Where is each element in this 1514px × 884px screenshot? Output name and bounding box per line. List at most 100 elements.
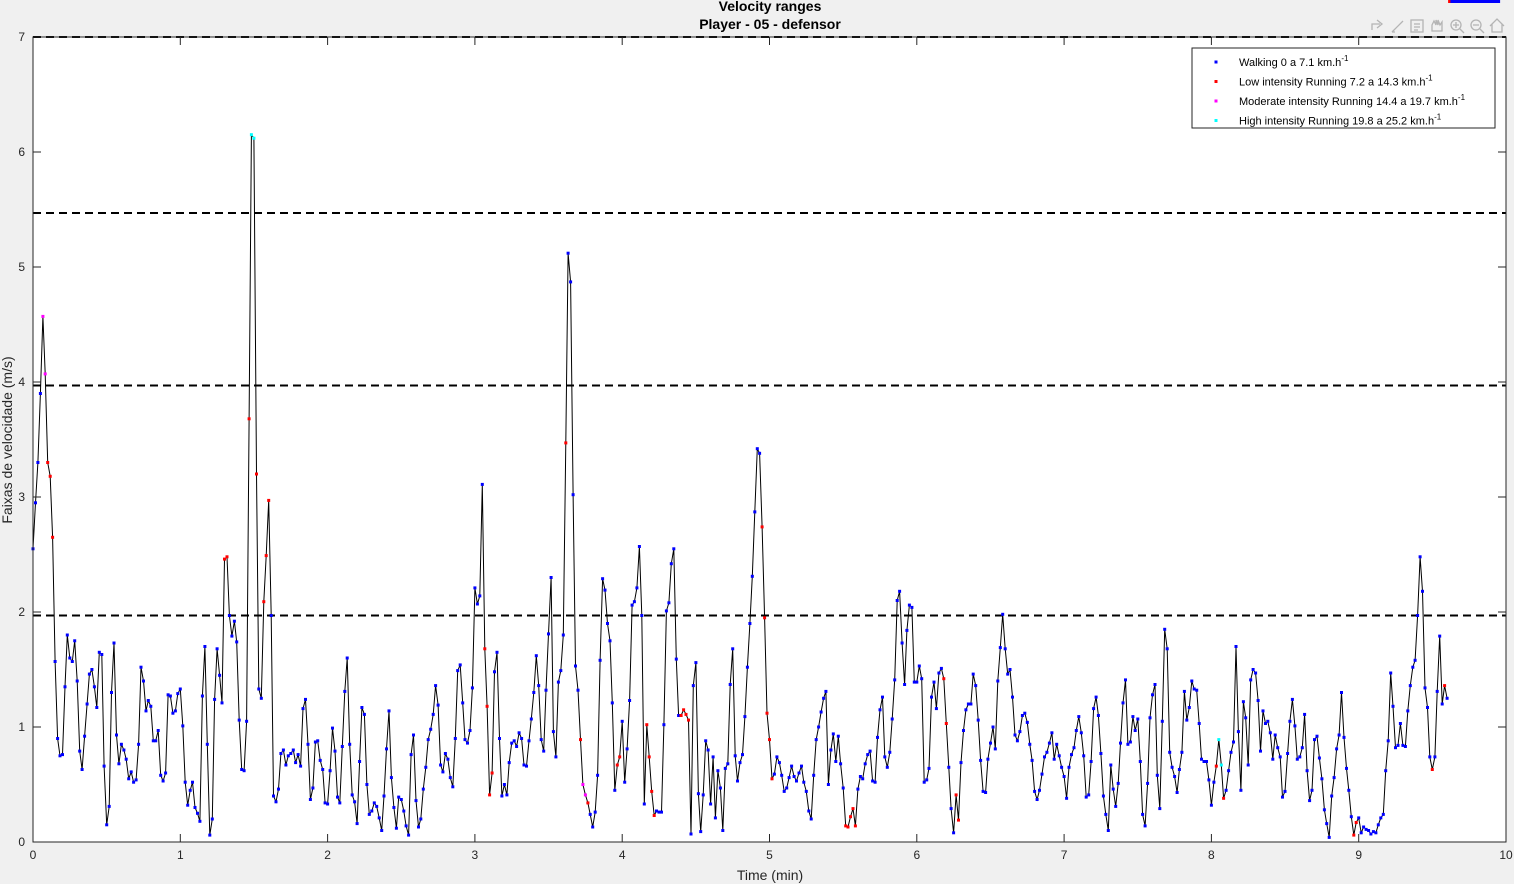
data-point (240, 768, 244, 771)
data-point (451, 785, 455, 789)
data-point (932, 680, 936, 684)
legend-label: Moderate intensity Running 14.4 a 19.7 k… (1239, 93, 1466, 108)
data-point (333, 749, 337, 753)
y-tick-label: 7 (18, 30, 25, 44)
data-point (748, 622, 752, 625)
data-point (1433, 755, 1437, 759)
data-point (1249, 678, 1253, 682)
data-point (1234, 645, 1238, 648)
data-point (603, 588, 607, 592)
data-point (223, 557, 226, 561)
data-point (1426, 706, 1429, 709)
data-point (834, 760, 838, 763)
data-point (431, 712, 435, 716)
legend-label: Low intensity Running 7.2 a 14.3 km.h-1 (1239, 74, 1433, 89)
data-point (709, 802, 713, 806)
data-point (149, 704, 153, 708)
data-point (291, 748, 295, 752)
pan-icon[interactable] (1431, 19, 1443, 32)
data-point (1094, 695, 1098, 699)
data-point (642, 802, 646, 806)
legend-entry-1[interactable]: Low intensity Running 7.2 a 14.3 km.h-1 (1214, 74, 1434, 89)
data-point (252, 136, 256, 140)
data-point (765, 711, 769, 715)
data-point (208, 833, 212, 837)
data-point (198, 819, 202, 823)
data-point (1114, 804, 1118, 808)
data-point (917, 664, 921, 668)
data-point (910, 605, 914, 609)
data-point (488, 793, 492, 797)
data-point (667, 601, 671, 605)
data-point (1070, 753, 1073, 757)
data-point (1028, 742, 1032, 746)
data-point (682, 708, 686, 712)
data-point (380, 829, 384, 832)
data-point (1011, 695, 1014, 699)
data-point (1182, 689, 1186, 693)
legend-entry-2[interactable]: Moderate intensity Running 14.4 a 19.7 k… (1214, 93, 1466, 108)
data-point (156, 729, 160, 732)
legend[interactable]: Walking 0 a 7.1 km.h-1 Low intensity Runn… (1191, 47, 1496, 129)
data-point (637, 545, 641, 548)
data-point (154, 739, 158, 743)
data-point (237, 718, 241, 722)
velocity-markers (31, 0, 1501, 839)
home-icon[interactable] (1489, 18, 1505, 33)
legend-entry-0[interactable]: Walking 0 a 7.1 km.h-1 (1214, 54, 1349, 69)
zoom-in-icon[interactable] (1450, 19, 1465, 34)
data-point (350, 793, 354, 797)
data-point (574, 664, 577, 668)
data-point (1347, 788, 1351, 792)
data-point (790, 764, 794, 768)
legend-entry-3[interactable]: High intensity Running 19.8 a 25.2 km.h-… (1214, 113, 1442, 128)
data-point (866, 753, 870, 757)
data-point (1435, 689, 1439, 693)
data-point (1192, 687, 1196, 691)
data-point (1104, 812, 1108, 816)
data-point (527, 739, 531, 743)
data-point (804, 789, 808, 793)
data-point (1452, 0, 1456, 3)
data-point (372, 801, 376, 805)
data-point (831, 732, 835, 736)
data-point (1126, 742, 1130, 746)
data-point (826, 783, 830, 786)
data-point (1359, 831, 1363, 835)
data-point (1462, 0, 1466, 3)
brush-icon[interactable] (1391, 20, 1404, 33)
data-point (1239, 788, 1243, 792)
data-tips-icon[interactable] (1410, 19, 1424, 33)
y-tick-label: 5 (18, 260, 25, 274)
data-point (338, 801, 342, 805)
data-point (731, 647, 735, 651)
export-icon[interactable] (1371, 19, 1384, 30)
data-point (203, 645, 207, 648)
data-point (1421, 589, 1424, 593)
data-point (900, 641, 904, 645)
data-point (323, 801, 327, 805)
data-point (1246, 763, 1250, 767)
y-tick-label: 1 (18, 720, 25, 734)
data-point (1327, 835, 1331, 839)
data-point (343, 689, 347, 693)
data-point (974, 684, 978, 688)
zoom-out-icon[interactable] (1470, 19, 1485, 34)
data-point (1411, 665, 1415, 669)
data-point (1018, 730, 1022, 734)
data-point (1062, 775, 1066, 778)
data-point (989, 741, 992, 745)
data-point (687, 718, 690, 722)
data-point (632, 600, 636, 604)
data-point (551, 730, 555, 734)
data-point (385, 747, 388, 751)
data-point (1308, 799, 1312, 803)
data-point (1052, 757, 1056, 761)
data-point (1241, 700, 1245, 704)
data-point (205, 742, 209, 746)
data-point (419, 817, 423, 821)
data-point (1065, 796, 1069, 800)
data-point (1384, 769, 1388, 773)
data-point (1256, 699, 1260, 702)
data-point (713, 816, 717, 820)
